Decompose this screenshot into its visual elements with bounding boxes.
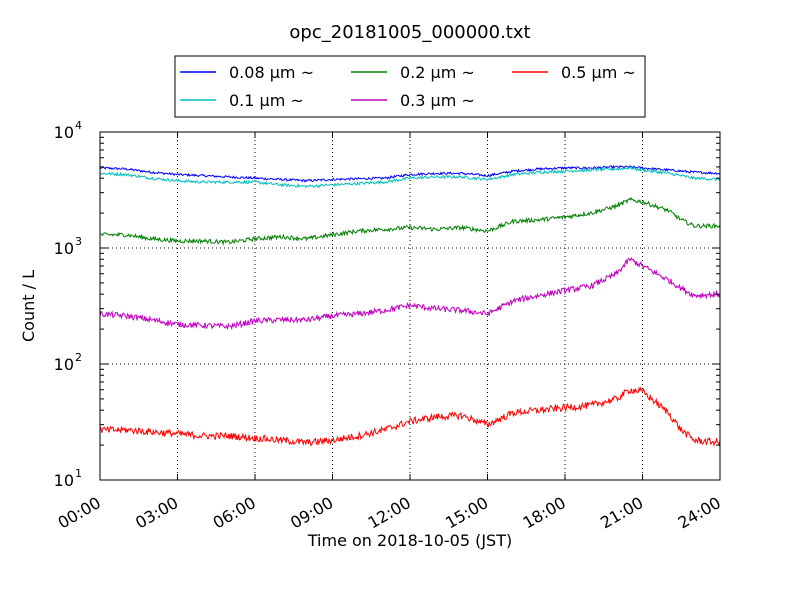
y-tick-label: 10 bbox=[54, 471, 74, 490]
series-line bbox=[99, 196, 721, 246]
legend-label: 0.1 μm ~ bbox=[229, 91, 304, 110]
series-line bbox=[99, 164, 721, 183]
y-tick-label: 10 bbox=[54, 355, 74, 374]
y-tick-exponent: 1 bbox=[75, 467, 82, 480]
series-line bbox=[99, 256, 721, 331]
ticks bbox=[99, 131, 721, 481]
x-axis-label: Time on 2018-10-05 (JST) bbox=[307, 531, 512, 550]
y-tick-exponent: 3 bbox=[75, 235, 82, 248]
chart-title: opc_20181005_000000.txt bbox=[289, 22, 530, 43]
y-tick-label: 10 bbox=[54, 123, 74, 142]
series-line bbox=[99, 165, 721, 189]
legend-label: 0.2 μm ~ bbox=[400, 63, 475, 82]
legend-label: 0.08 μm ~ bbox=[229, 63, 314, 82]
grid bbox=[100, 132, 720, 480]
y-tick-label: 10 bbox=[54, 239, 74, 258]
y-tick-exponent: 4 bbox=[75, 119, 82, 132]
legend: 0.08 μm ~ 0.1 μm ~ 0.2 μm ~ 0.3 μm ~ 0.5 μm … bbox=[174, 55, 646, 118]
legend-label: 0.5 μm ~ bbox=[561, 63, 636, 82]
series-line bbox=[99, 386, 721, 448]
y-axis-label: Count / L bbox=[19, 270, 38, 342]
legend-frame bbox=[174, 55, 646, 118]
y-tick-exponent: 2 bbox=[75, 351, 82, 364]
legend-label: 0.3 μm ~ bbox=[400, 91, 475, 110]
series-layer bbox=[99, 164, 721, 448]
plot-area bbox=[99, 131, 721, 481]
